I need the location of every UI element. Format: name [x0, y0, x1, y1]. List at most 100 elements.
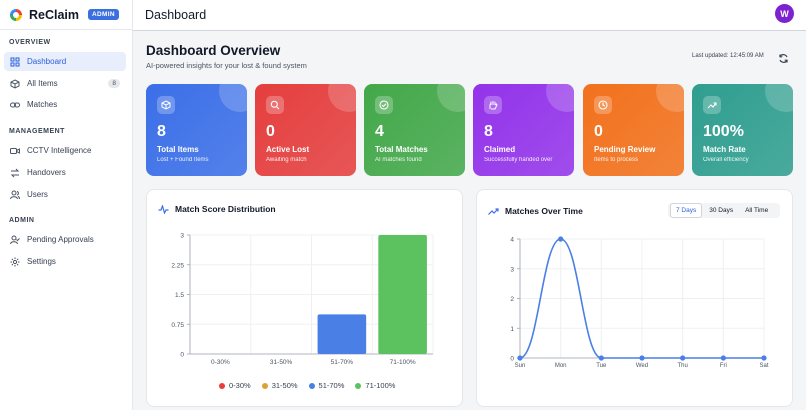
- y-tick-label: 1.5: [175, 292, 184, 299]
- card-decoration: [765, 84, 793, 112]
- range-selector: 7 Days 30 Days All Time: [668, 203, 780, 218]
- x-tick-label: 0-30%: [211, 359, 230, 366]
- sidebar-item-matches[interactable]: Matches: [4, 95, 126, 114]
- stat-subtext: Successfully handed over: [484, 157, 553, 163]
- bar: [378, 235, 427, 354]
- refresh-icon[interactable]: [778, 51, 789, 63]
- sidebar-item-label: Settings: [27, 257, 56, 266]
- legend-dot: [219, 382, 225, 389]
- x-tick-label: Mon: [555, 363, 567, 369]
- legend-label: 31-50%: [271, 381, 298, 390]
- card-decoration: [437, 84, 465, 112]
- card-decoration: [546, 84, 574, 112]
- avatar[interactable]: W: [775, 4, 794, 23]
- sidebar-item-label: Matches: [27, 100, 58, 109]
- search-icon: [266, 96, 284, 114]
- y-tick-label: 1: [510, 326, 514, 333]
- legend-item[interactable]: 51-70%: [308, 381, 345, 390]
- y-tick-label: 2: [510, 296, 514, 303]
- stat-card-total-items[interactable]: 8 Total Items Lost + Found Items: [146, 84, 247, 176]
- exchange-icon: [10, 168, 20, 178]
- stat-value: 8: [484, 123, 493, 140]
- y-tick-label: 0.75: [171, 322, 184, 329]
- section-management: MANAGEMENT: [9, 128, 65, 135]
- legend-item[interactable]: 31-50%: [261, 381, 298, 390]
- item-count-badge: 8: [108, 79, 120, 88]
- stat-subtext: Awaiting match: [266, 157, 307, 163]
- check-circle-icon: [375, 96, 393, 114]
- y-tick-label: 3: [180, 233, 184, 240]
- legend-label: 51-70%: [318, 381, 345, 390]
- x-tick-label: Sun: [515, 363, 526, 369]
- section-overview: OVERVIEW: [9, 39, 51, 46]
- stat-subtext: AI matches found: [375, 157, 422, 163]
- x-tick-label: Fri: [720, 363, 727, 369]
- stat-label: Active Lost: [266, 145, 310, 154]
- stat-label: Claimed: [484, 145, 516, 154]
- over-time-title-text: Matches Over Time: [505, 206, 583, 216]
- stat-value: 8: [157, 123, 166, 140]
- legend-label: 0-30%: [229, 381, 251, 390]
- sidebar-item-cctv[interactable]: CCTV Intelligence: [4, 141, 126, 160]
- stat-card-pending-review[interactable]: 0 Pending Review Items to process: [583, 84, 684, 176]
- stat-card-match-rate[interactable]: 100% Match Rate Overall efficiency: [692, 84, 793, 176]
- sidebar: ReClaim ADMIN OVERVIEW Dashboard All Ite…: [0, 0, 133, 410]
- x-tick-label: 51-70%: [331, 359, 354, 366]
- range-option-7-days[interactable]: 7 Days: [670, 203, 703, 218]
- users-icon: [10, 190, 20, 200]
- data-point: [598, 355, 604, 361]
- sidebar-item-pending-approvals[interactable]: Pending Approvals: [4, 230, 126, 249]
- range-option-30-days[interactable]: 30 Days: [709, 207, 734, 214]
- gear-icon: [10, 257, 20, 267]
- data-point: [761, 355, 767, 361]
- clock-icon: [594, 96, 612, 114]
- x-tick-label: 31-50%: [270, 359, 293, 366]
- link-icon: [10, 100, 20, 110]
- y-tick-label: 0: [180, 352, 184, 359]
- x-tick-label: Wed: [636, 363, 648, 369]
- legend-dot: [355, 382, 362, 389]
- cube-icon: [157, 96, 175, 114]
- card-decoration: [656, 84, 684, 112]
- x-tick-label: Thu: [677, 363, 687, 369]
- y-tick-label: 3: [510, 266, 514, 273]
- sidebar-item-settings[interactable]: Settings: [4, 252, 126, 271]
- app-name: ReClaim: [29, 7, 80, 22]
- stat-value: 100%: [703, 123, 744, 140]
- sidebar-item-all-items[interactable]: All Items 8: [4, 74, 126, 93]
- data-point: [558, 236, 564, 242]
- user-check-icon: [10, 235, 20, 245]
- stat-card-claimed[interactable]: 8 Claimed Successfully handed over: [473, 84, 574, 176]
- sidebar-item-label: CCTV Intelligence: [27, 146, 92, 155]
- sidebar-item-dashboard[interactable]: Dashboard: [4, 52, 126, 71]
- activity-icon: [158, 204, 169, 214]
- legend-label: 71-100%: [365, 381, 396, 390]
- section-admin: ADMIN: [9, 217, 35, 224]
- legend-item[interactable]: 71-100%: [355, 381, 395, 390]
- page-title: Dashboard Overview: [146, 43, 281, 58]
- trend-up-icon: [488, 207, 499, 215]
- bar-chart-legend: 0-30% 31-50% 51-70% 71-100%: [219, 381, 406, 390]
- sidebar-item-handovers[interactable]: Handovers: [4, 163, 126, 182]
- grid-icon: [10, 57, 20, 67]
- distribution-title: Match Score Distribution: [158, 204, 276, 214]
- range-option-all-time[interactable]: All Time: [745, 207, 769, 214]
- x-tick-label: Sat: [759, 363, 768, 369]
- stat-label: Total Matches: [375, 145, 428, 154]
- data-point: [639, 355, 645, 361]
- sidebar-item-label: Dashboard: [27, 57, 67, 66]
- stat-card-total-matches[interactable]: 4 Total Matches AI matches found: [364, 84, 465, 176]
- last-updated-text: Last updated: 12:45:09 AM: [692, 53, 764, 59]
- sidebar-item-users[interactable]: Users: [4, 185, 126, 204]
- data-point: [680, 355, 686, 361]
- sidebar-item-label: Users: [27, 190, 48, 199]
- video-icon: [10, 146, 20, 156]
- stat-value: 0: [594, 123, 603, 140]
- legend-item[interactable]: 0-30%: [219, 381, 251, 390]
- card-decoration: [219, 84, 247, 112]
- stat-label: Total Items: [157, 145, 199, 154]
- stat-card-active-lost[interactable]: 0 Active Lost Awaiting match: [255, 84, 356, 176]
- brand[interactable]: ReClaim ADMIN: [0, 0, 132, 30]
- bar: [317, 314, 367, 354]
- y-tick-label: 4: [510, 237, 514, 244]
